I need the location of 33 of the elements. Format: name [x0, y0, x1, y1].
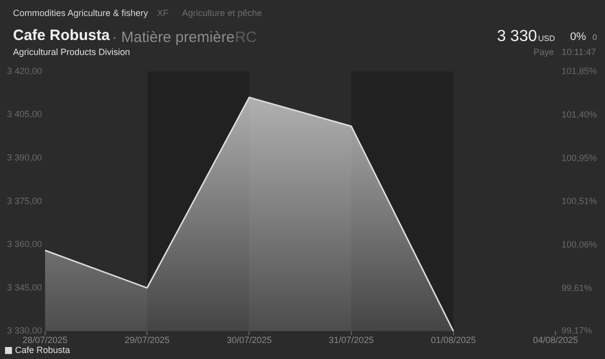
- y2-tick-label: 100,95%: [561, 153, 597, 164]
- x-tick-label: 04/08/2025: [532, 335, 578, 346]
- y-tick-label: 3 405,00: [6, 109, 42, 120]
- y2-tick-label: 100,06%: [561, 239, 597, 250]
- text: XF: [157, 8, 169, 18]
- text: Agriculture et pêche: [182, 8, 262, 18]
- text: Commodities Agriculture & fishery: [13, 8, 148, 18]
- text: 3 330: [496, 28, 537, 46]
- text: USD: [538, 34, 555, 43]
- text: 10:11:47: [562, 47, 596, 57]
- x-tick-label: 30/07/2025: [226, 335, 272, 346]
- y-tick-label: 3 420,00: [6, 66, 42, 76]
- text: · Matière première: [112, 29, 235, 46]
- x-tick-label: 01/08/2025: [430, 335, 476, 346]
- text: Agricultural Products Division: [13, 47, 130, 57]
- y-tick-label: 3 375,00: [6, 196, 42, 206]
- text: 0: [592, 33, 597, 42]
- y-tick-label: 3 345,00: [6, 282, 42, 292]
- x-tick-label: 31/07/2025: [328, 335, 374, 346]
- y-tick-label: 3 330,00: [6, 326, 42, 336]
- y2-tick-label: 99,17%: [561, 326, 592, 336]
- chart-title: Cafe Robusta: [13, 27, 110, 44]
- legend-label: Cafe Robusta: [15, 345, 70, 355]
- x-tick-label: 28/07/2025: [22, 335, 68, 346]
- y2-tick-label: 101,85%: [561, 66, 597, 76]
- y2-tick-label: 101,40%: [561, 110, 597, 120]
- y-tick-label: 3 390,00: [6, 152, 42, 162]
- y2-tick-label: 100,51%: [561, 196, 597, 206]
- x-tick-label: 29/07/2025: [124, 335, 170, 346]
- y-tick-label: 3 360,00: [6, 239, 42, 250]
- y2-tick-label: 99,61%: [561, 283, 592, 294]
- text: 0%: [570, 31, 586, 43]
- text: Paye: [533, 47, 554, 57]
